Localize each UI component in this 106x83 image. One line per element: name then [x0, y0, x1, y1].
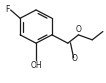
- Text: F: F: [6, 5, 10, 14]
- Text: O: O: [72, 54, 78, 63]
- Text: O: O: [75, 25, 81, 34]
- Text: OH: OH: [30, 61, 42, 70]
